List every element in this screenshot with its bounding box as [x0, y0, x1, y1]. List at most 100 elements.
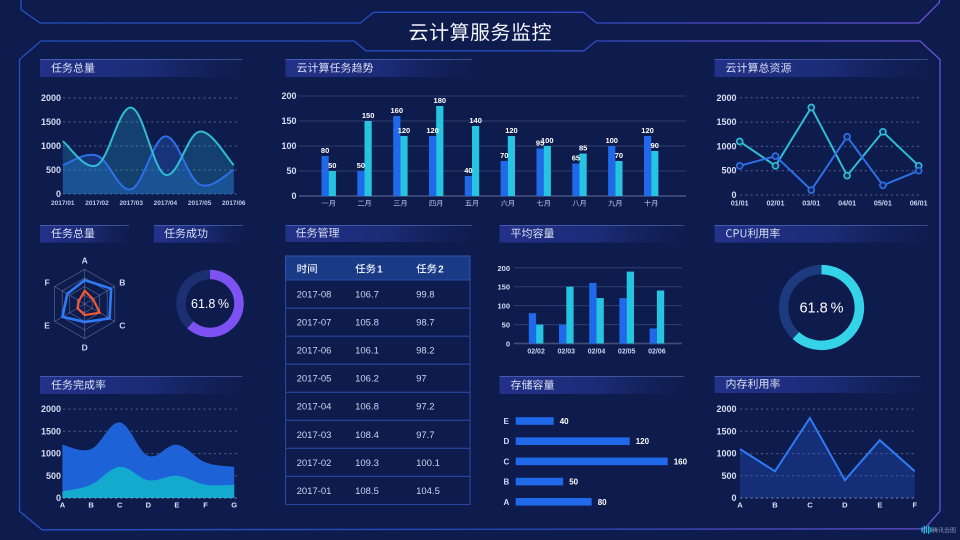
svg-text:2017/02: 2017/02	[85, 200, 109, 207]
svg-text:97.2: 97.2	[416, 402, 435, 413]
svg-text:02/05: 02/05	[618, 349, 636, 356]
svg-text:E: E	[174, 501, 179, 510]
svg-text:D: D	[504, 437, 510, 446]
svg-text:F: F	[45, 277, 50, 287]
svg-text:106.2: 106.2	[355, 374, 379, 385]
svg-text:180: 180	[434, 96, 447, 105]
svg-text:1500: 1500	[716, 117, 736, 127]
svg-text:100: 100	[605, 136, 618, 145]
svg-text:1500: 1500	[41, 426, 61, 436]
svg-text:2000: 2000	[716, 404, 736, 414]
svg-text:106.1: 106.1	[355, 346, 379, 357]
svg-text:150: 150	[497, 283, 510, 292]
svg-text:120: 120	[426, 126, 439, 135]
svg-text:100.1: 100.1	[416, 458, 440, 469]
svg-text:109.3: 109.3	[355, 458, 379, 469]
svg-text:50: 50	[328, 161, 336, 170]
svg-text:01/01: 01/01	[731, 199, 749, 208]
svg-text:104.5: 104.5	[416, 486, 440, 497]
svg-text:2000: 2000	[41, 404, 61, 414]
svg-text:2017-05: 2017-05	[297, 374, 332, 385]
svg-text:40: 40	[560, 417, 569, 426]
svg-text:106.8: 106.8	[355, 402, 379, 413]
svg-text:B: B	[504, 478, 510, 487]
svg-text:150: 150	[281, 116, 296, 126]
svg-text:100: 100	[541, 136, 554, 145]
svg-text:F: F	[913, 501, 918, 510]
svg-text:2000: 2000	[716, 93, 736, 103]
svg-text:0: 0	[731, 493, 736, 503]
svg-text:120: 120	[505, 126, 518, 135]
svg-text:70: 70	[500, 151, 508, 160]
svg-text:50: 50	[569, 478, 578, 487]
svg-text:A: A	[60, 501, 66, 510]
svg-text:120: 120	[636, 437, 650, 446]
svg-text:1000: 1000	[41, 449, 61, 459]
svg-text:100: 100	[281, 141, 296, 151]
svg-text:1: 1	[377, 265, 383, 276]
svg-text:02/02: 02/02	[527, 349, 545, 356]
svg-text:105.8: 105.8	[355, 318, 379, 329]
svg-text:G: G	[231, 501, 237, 510]
svg-text:61.8 %: 61.8 %	[799, 301, 843, 317]
svg-text:120: 120	[641, 126, 654, 135]
svg-text:2: 2	[438, 265, 444, 276]
svg-text:160: 160	[391, 106, 404, 115]
svg-text:500: 500	[721, 166, 736, 176]
svg-text:0: 0	[56, 493, 61, 503]
svg-text:50: 50	[502, 321, 510, 330]
svg-text:C: C	[119, 321, 125, 331]
svg-text:70: 70	[615, 151, 623, 160]
svg-text:500: 500	[46, 471, 61, 481]
svg-text:97.7: 97.7	[416, 430, 435, 441]
svg-text:04/01: 04/01	[838, 199, 856, 208]
svg-text:80: 80	[598, 498, 607, 507]
svg-text:85: 85	[579, 144, 587, 153]
svg-text:200: 200	[497, 264, 510, 273]
svg-text:D: D	[82, 342, 88, 352]
svg-text:99.8: 99.8	[416, 290, 435, 301]
svg-text:100: 100	[497, 302, 510, 311]
svg-text:A: A	[82, 256, 88, 266]
svg-text:500: 500	[46, 165, 61, 175]
svg-text:06/01: 06/01	[910, 199, 928, 208]
svg-text:2017-07: 2017-07	[297, 318, 332, 329]
svg-text:2017-04: 2017-04	[297, 402, 332, 413]
svg-text:90: 90	[651, 141, 659, 150]
svg-text:02/06: 02/06	[648, 349, 666, 356]
svg-text:200: 200	[281, 91, 296, 101]
svg-text:2017-01: 2017-01	[297, 486, 332, 497]
svg-text:160: 160	[674, 457, 688, 466]
svg-text:98.7: 98.7	[416, 318, 435, 329]
svg-text:C: C	[117, 501, 123, 510]
svg-text:02/01: 02/01	[767, 199, 785, 208]
svg-text:D: D	[146, 501, 152, 510]
svg-text:2017/05: 2017/05	[188, 200, 212, 207]
svg-text:2000: 2000	[41, 93, 61, 103]
svg-text:108.4: 108.4	[355, 430, 379, 441]
svg-text:120: 120	[398, 126, 411, 135]
svg-text:0: 0	[291, 191, 296, 201]
svg-text:C: C	[504, 457, 510, 466]
svg-text:98.2: 98.2	[416, 346, 435, 357]
svg-text:02/03: 02/03	[558, 349, 576, 356]
svg-text:150: 150	[362, 111, 375, 120]
svg-text:500: 500	[721, 471, 736, 481]
svg-text:2017-03: 2017-03	[297, 430, 332, 441]
svg-text:2017/03: 2017/03	[119, 200, 143, 207]
svg-text:2017/06: 2017/06	[222, 200, 246, 207]
svg-text:2017/04: 2017/04	[154, 200, 178, 207]
svg-text:1000: 1000	[41, 141, 61, 151]
svg-text:95: 95	[536, 139, 544, 148]
svg-text:2017-06: 2017-06	[297, 346, 332, 357]
svg-text:1000: 1000	[716, 141, 736, 151]
svg-text:A: A	[504, 498, 510, 507]
svg-text:0: 0	[506, 340, 510, 349]
svg-text:02/04: 02/04	[588, 349, 606, 356]
svg-text:B: B	[88, 501, 94, 510]
svg-text:40: 40	[464, 166, 472, 175]
svg-text:97: 97	[416, 374, 427, 385]
svg-text:2017-02: 2017-02	[297, 458, 332, 469]
svg-text:F: F	[203, 501, 208, 510]
svg-text:108.5: 108.5	[355, 486, 379, 497]
